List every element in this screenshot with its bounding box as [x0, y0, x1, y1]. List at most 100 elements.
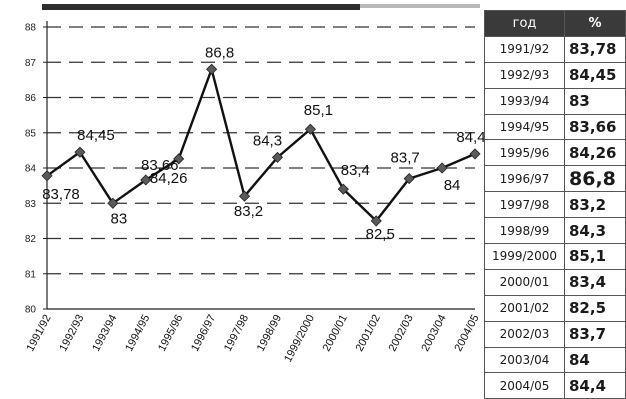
data-label: 84	[444, 177, 461, 194]
data-point	[370, 215, 382, 227]
x-tick-label: 1997/98	[222, 313, 251, 354]
table-row: 1998/99 84,3	[484, 217, 626, 245]
data-point	[238, 190, 251, 202]
scan-top-bar-light	[360, 4, 480, 8]
data-label: 84,4	[456, 129, 484, 146]
cell-year: 1996/97	[484, 165, 565, 193]
data-point	[140, 174, 152, 186]
cell-value: 82,5	[564, 294, 626, 322]
y-tick-label: 88	[25, 23, 37, 34]
table-row: 1994/95 83,66	[484, 113, 626, 141]
x-tick-label: 2001/02	[354, 313, 383, 354]
table-row: 2003/04 84	[484, 346, 626, 374]
data-point	[107, 197, 119, 209]
cell-value: 84,3	[564, 217, 626, 245]
cell-value: 83,2	[564, 191, 626, 219]
data-point	[403, 173, 415, 185]
data-point	[469, 148, 481, 160]
table-row: 2001/02 82,5	[484, 294, 626, 322]
cell-year: 2000/01	[484, 268, 565, 296]
table-row: 2002/03 83,7	[484, 320, 626, 348]
chart-svg: 80 81 82 83 84 85 86 87 88 83,78 84,45 83 83,6684,26…	[24, 21, 484, 365]
data-point	[206, 63, 218, 75]
y-tick-label: 80	[25, 305, 37, 316]
x-tick-label: 1993/94	[90, 313, 119, 354]
table-row: 1991/92 83,78	[484, 35, 626, 63]
data-point	[41, 170, 53, 182]
data-point	[173, 153, 185, 165]
cell-year: 1995/96	[484, 139, 565, 167]
cell-year: 2004/05	[484, 372, 565, 399]
cell-value: 84,45	[564, 61, 626, 89]
cell-value: 83,4	[564, 268, 626, 296]
data-label: 86,8	[205, 44, 234, 61]
cell-year: 1993/94	[484, 87, 565, 115]
cell-value: 84	[564, 346, 626, 374]
data-point	[271, 151, 284, 163]
cell-year: 1999/2000	[484, 243, 565, 270]
x-tick-label: 2002/03	[387, 313, 416, 354]
table-row: 1999/2000 85,1	[484, 243, 626, 270]
header-year: год	[484, 10, 565, 37]
data-label: 84,45	[77, 127, 115, 144]
cell-value: 83,66	[564, 113, 626, 141]
cell-value: 83	[564, 87, 626, 115]
cell-year: 1998/99	[484, 217, 565, 245]
x-tick-label: 1995/96	[156, 313, 185, 354]
x-tick-label: 1996/97	[189, 313, 218, 354]
x-tick-label: 1994/95	[123, 313, 152, 354]
data-label: 84,26	[150, 170, 188, 187]
y-tick-label: 87	[25, 58, 37, 69]
table-row: 1992/93 84,45	[484, 61, 626, 89]
y-tick-label: 81	[25, 269, 37, 280]
data-label: 83,4	[341, 162, 370, 179]
y-tick-label: 86	[25, 93, 37, 104]
y-tick-label: 83	[25, 199, 37, 210]
data-label: 83	[111, 210, 128, 227]
y-tick-label: 84	[25, 164, 37, 175]
x-tick-label: 1991/92	[24, 313, 53, 354]
data-point	[337, 183, 349, 195]
cell-year: 1992/93	[484, 61, 565, 89]
data-label: 82,5	[366, 226, 395, 243]
x-tick-label: 2003/04	[419, 313, 448, 354]
table-row: 1993/94 83	[484, 87, 626, 115]
data-label: 83,78	[42, 186, 80, 203]
cell-year: 1997/98	[484, 191, 565, 219]
x-tick-label: 1999/2000	[282, 313, 317, 365]
cell-year: 2001/02	[484, 294, 565, 322]
cell-year: 1991/92	[484, 35, 565, 63]
table-row: 2000/01 83,4	[484, 268, 626, 296]
table-row: 1997/98 83,2	[484, 191, 626, 219]
table-row: 2004/05 84,4	[484, 372, 626, 399]
data-table: год % 1991/92 83,78 1992/93 84,45 1993/94 8…	[484, 10, 626, 399]
data-label: 83,2	[234, 203, 263, 220]
series-line	[46, 68, 476, 223]
x-tick-label: 1992/93	[57, 313, 86, 354]
line-chart: 80 81 82 83 84 85 86 87 88 83,78 84,45 83 83,66 84,26…	[24, 21, 484, 365]
data-label: 83,7	[391, 150, 420, 167]
x-tick-label: 2000/01	[321, 313, 350, 354]
data-point	[436, 162, 448, 174]
data-point	[74, 146, 86, 158]
y-tick-label: 85	[25, 128, 37, 139]
x-tick-label: 2004/05	[452, 313, 481, 354]
cell-year: 2002/03	[484, 320, 565, 348]
cell-value: 83,7	[564, 320, 626, 348]
y-tick-label: 82	[25, 234, 37, 245]
cell-value: 85,1	[564, 243, 626, 270]
cell-value: 84,26	[564, 139, 626, 167]
cell-value: 84,4	[564, 372, 626, 399]
scan-top-bar	[42, 4, 360, 10]
table-row: 1996/97 86,8	[484, 165, 626, 193]
data-label: 84,3	[253, 132, 282, 149]
data-label: 85,1	[304, 102, 333, 119]
table-row: 1995/96 84,26	[484, 139, 626, 167]
x-tick-label: 1998/99	[255, 313, 284, 354]
data-point	[304, 123, 316, 135]
cell-year: 2003/04	[484, 346, 565, 374]
cell-value: 86,8	[564, 165, 626, 193]
cell-value: 83,78	[564, 35, 626, 63]
cell-year: 1994/95	[484, 113, 565, 141]
table-header-row: год %	[484, 10, 626, 37]
